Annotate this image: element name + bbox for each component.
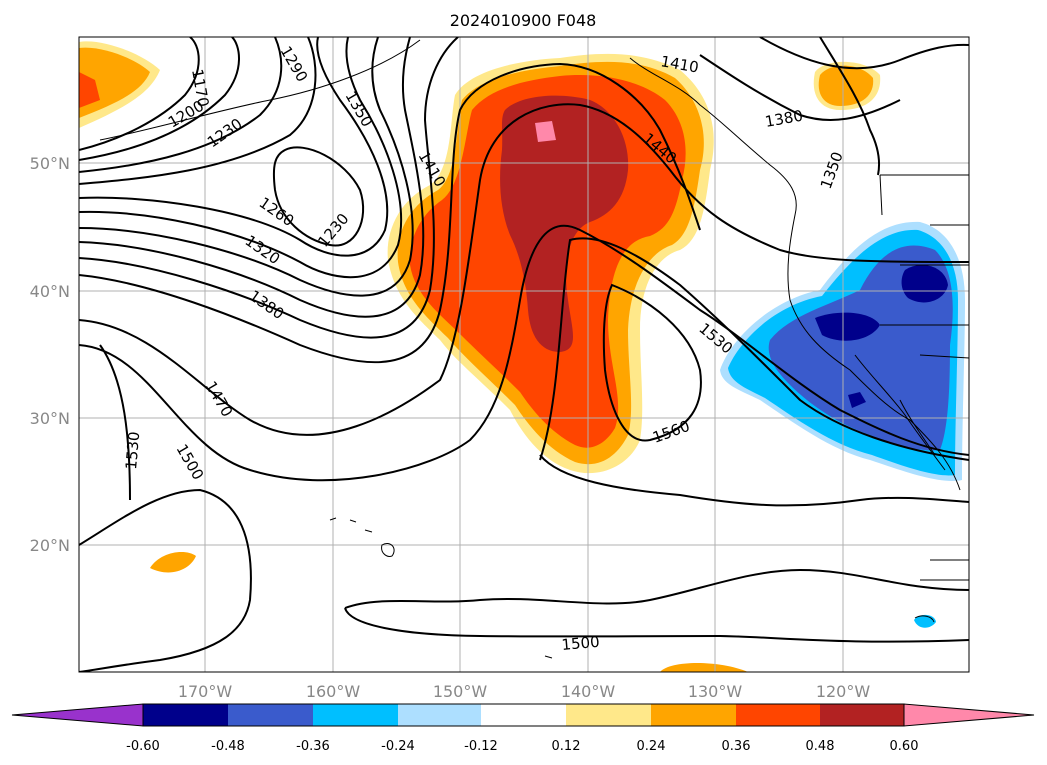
coastline-canada xyxy=(879,174,969,359)
gridlines xyxy=(79,37,969,672)
longitude-labels: 170°W 160°W 150°W 140°W 130°W 120°W xyxy=(178,682,871,701)
anomaly-fill-hawaii-0.24 xyxy=(150,552,196,573)
lat-label: 40°N xyxy=(30,282,70,301)
latitude-labels: 50°N 40°N 30°N 20°N xyxy=(30,154,70,555)
coastlines xyxy=(99,39,969,659)
colorbar-bin xyxy=(820,704,904,726)
contour-label: 1350 xyxy=(817,149,847,191)
colorbar: -0.60 -0.48 -0.36 -0.24 -0.12 0.12 0.24 … xyxy=(11,703,1035,754)
positive-anomaly-shading xyxy=(387,53,714,474)
contour-1230-closed xyxy=(272,146,365,247)
contour-1230-a xyxy=(79,37,283,173)
contour-ne xyxy=(699,37,969,176)
colorbar-outline xyxy=(142,703,905,727)
colorbar-tick: 0.24 xyxy=(637,739,666,754)
contour-1410 xyxy=(79,37,459,339)
lat-label: 30°N xyxy=(30,409,70,428)
colorbar-bin xyxy=(481,704,566,726)
anomaly-fill--0.48-a xyxy=(815,312,880,341)
colorbar-tick: -0.60 xyxy=(126,739,160,754)
anomaly-fill-0.60 xyxy=(535,121,556,142)
map-title: 2024010900 F048 xyxy=(450,11,597,30)
colorbar-tick: 0.36 xyxy=(722,739,751,754)
colorbar-bin xyxy=(651,704,736,726)
colorbar-tick: 0.60 xyxy=(890,739,919,754)
coastline-baja xyxy=(854,354,946,471)
lon-label: 140°W xyxy=(561,682,616,701)
contour-1320 xyxy=(79,37,403,279)
coastline-islands xyxy=(544,615,935,659)
contour-1170 xyxy=(79,37,200,151)
contour-1470 xyxy=(79,103,969,436)
colorbar-tick: -0.12 xyxy=(464,739,498,754)
colorbar-ticks: -0.60 -0.48 -0.36 -0.24 -0.12 0.12 0.24 … xyxy=(126,739,918,754)
colorbar-extend-high xyxy=(903,703,1035,727)
contour-1290 xyxy=(79,37,389,257)
map-frame xyxy=(78,36,970,673)
lon-label: 170°W xyxy=(178,682,233,701)
anomaly-fill-south-0.24 xyxy=(660,663,748,672)
contour-1440 xyxy=(79,62,701,364)
anomaly-fill-0.48 xyxy=(500,95,629,353)
anomaly-fill-ne-0.24 xyxy=(818,65,874,106)
contour-1500-north xyxy=(79,224,969,482)
map-area: 1170 1200 1230 1290 1350 1410 1440 1410 … xyxy=(79,37,969,672)
contour-1500-south xyxy=(79,454,969,672)
lon-label: 130°W xyxy=(688,682,743,701)
contour-label: 1500 xyxy=(561,633,601,654)
colorbar-bin xyxy=(566,704,651,726)
contour-label: 1470 xyxy=(202,378,237,420)
contour-label: 1200 xyxy=(165,97,207,132)
colorbar-bin xyxy=(228,704,313,726)
anomaly-fill-nw-0.36 xyxy=(79,72,100,108)
contour-1530 xyxy=(99,237,969,501)
colorbar-tick: -0.48 xyxy=(211,739,245,754)
colorbar-bin xyxy=(143,704,228,726)
colorbar-tick: 0.48 xyxy=(806,739,835,754)
anomaly-fill--0.36 xyxy=(768,245,953,451)
contour-label: 1530 xyxy=(122,431,143,471)
contour-label: 1560 xyxy=(650,417,692,447)
lat-label: 20°N xyxy=(30,536,70,555)
anomaly-fill--0.48-c xyxy=(848,392,866,408)
contour-1350 xyxy=(79,37,414,297)
contour-label: 1500 xyxy=(173,441,208,483)
height-contours xyxy=(79,37,969,672)
lat-label: 50°N xyxy=(30,154,70,173)
contour-label: 1380 xyxy=(764,107,805,131)
contour-1380 xyxy=(79,37,425,318)
lon-label: 150°W xyxy=(433,682,488,701)
contour-1260 xyxy=(79,37,317,185)
contour-1560 xyxy=(602,283,702,442)
anomaly-fill--0.48-b xyxy=(901,265,948,303)
colorbar-tick: -0.24 xyxy=(381,739,415,754)
colorbar-bin xyxy=(398,704,481,726)
coastline-mexico xyxy=(920,559,969,581)
colorbar-bin xyxy=(313,704,398,726)
lon-label: 160°W xyxy=(306,682,361,701)
colorbar-extend-low xyxy=(11,703,144,727)
colorbar-bin xyxy=(736,704,820,726)
colorbar-tick: 0.12 xyxy=(552,739,581,754)
coastline-hawaii xyxy=(329,517,395,557)
contour-label: 1230 xyxy=(204,115,246,152)
lon-label: 120°W xyxy=(816,682,871,701)
contour-1200 xyxy=(79,37,240,161)
colorbar-tick: -0.36 xyxy=(296,739,330,754)
